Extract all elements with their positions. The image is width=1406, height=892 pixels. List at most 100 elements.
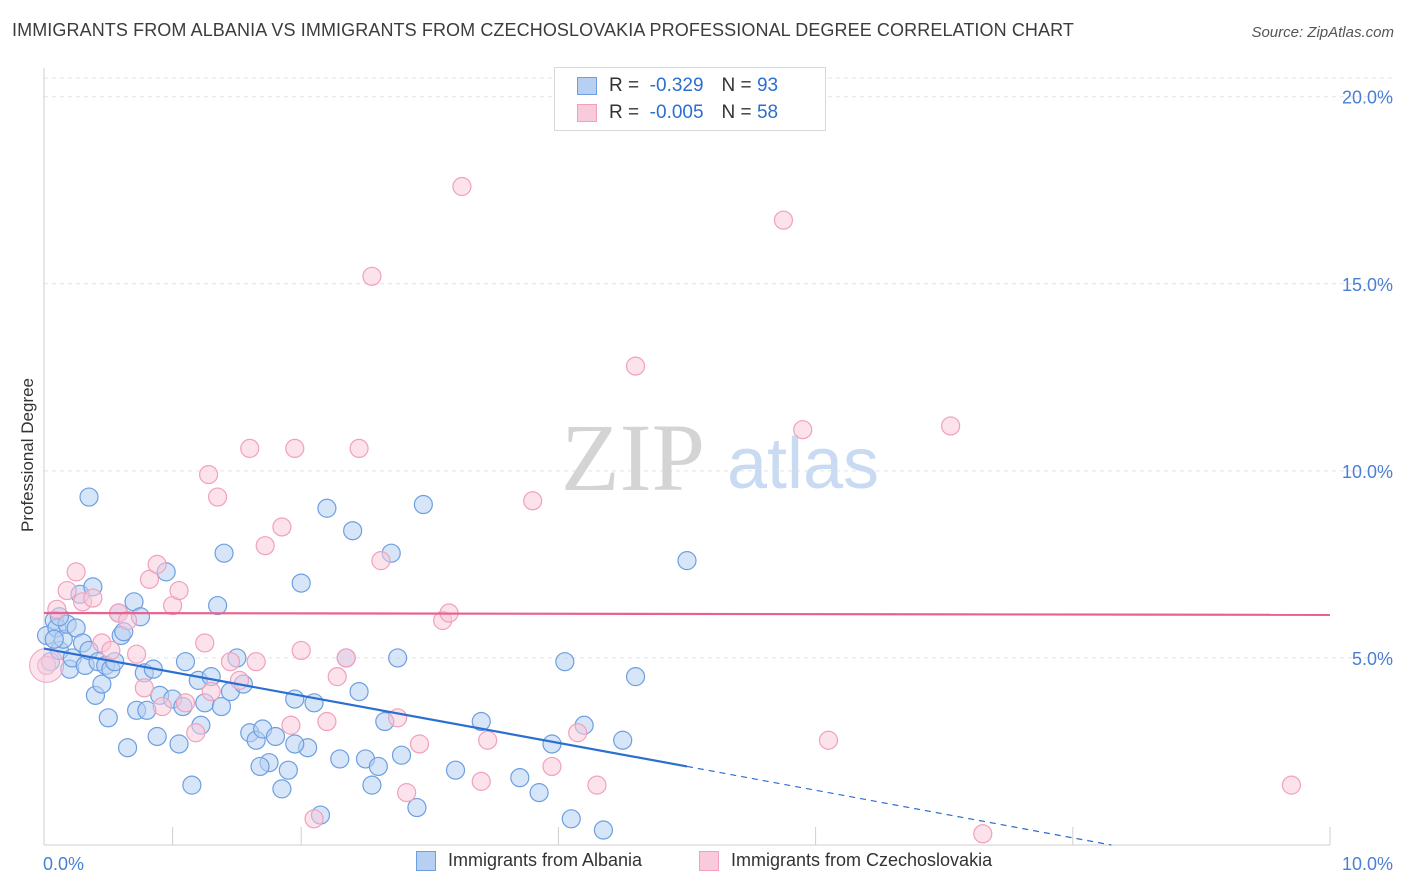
albania-point-37 <box>182 775 202 795</box>
czechoslovakia-point-40 <box>409 734 430 754</box>
albania-point-68 <box>388 648 408 668</box>
czechoslovakia-point-20 <box>201 681 221 702</box>
czechoslovakia-point-12 <box>139 569 160 589</box>
albania-point-43 <box>214 543 234 563</box>
y-tick-label-0: 5.0% <box>1352 649 1393 669</box>
czechoslovakia-point-35 <box>349 438 369 459</box>
czechoslovakia-point-54 <box>941 416 961 436</box>
czechoslovakia-point-48 <box>568 723 588 743</box>
albania-point-91 <box>391 745 412 765</box>
albania-point-69 <box>407 797 427 818</box>
albania-point-74 <box>529 783 549 803</box>
y-tick-label-2: 15.0% <box>1342 275 1393 295</box>
albania-points <box>36 487 697 840</box>
czechoslovakia-trend-line <box>43 611 1331 617</box>
albania-point-84 <box>44 629 64 649</box>
czechoslovakia-point-11 <box>134 678 154 698</box>
czechoslovakia-point-10 <box>126 644 147 664</box>
series-legend-albania: Immigrants from Albania <box>416 850 642 871</box>
czechoslovakia-point-large <box>29 647 65 683</box>
trend-lines <box>43 611 1331 846</box>
legend-swatch-albania <box>577 77 597 95</box>
czechoslovakia-point-53 <box>818 730 839 750</box>
czechoslovakia-point-9 <box>117 610 138 631</box>
albania-point-70 <box>413 494 433 515</box>
source-credit: Source: ZipAtlas.com <box>1251 24 1394 41</box>
series-name-czechoslovakia: Immigrants from Czechoslovakia <box>731 850 993 870</box>
albania-point-72 <box>471 711 491 732</box>
czechoslovakia-point-28 <box>281 715 301 735</box>
czechoslovakia-point-18 <box>186 723 206 743</box>
series-legend: Immigrants from Albania Immigrants from … <box>0 850 1406 878</box>
albania-point-19 <box>98 708 118 728</box>
czechoslovakia-point-21 <box>208 487 228 507</box>
albania-point-65 <box>368 756 388 777</box>
czechoslovakia-point-57 <box>199 464 219 485</box>
gridlines <box>44 77 1392 659</box>
czechoslovakia-point-46 <box>523 491 543 511</box>
albania-point-64 <box>362 775 382 795</box>
albania-point-51 <box>265 726 286 747</box>
czechoslovakia-point-44 <box>471 771 491 791</box>
czechoslovakia-point-26 <box>255 536 275 556</box>
y-tick-label-1: 10.0% <box>1342 462 1393 482</box>
albania-point-34 <box>169 734 189 754</box>
albania-point-62 <box>349 681 369 702</box>
legend-n-value-albania: 93 <box>756 75 779 96</box>
albania-point-58 <box>317 498 337 518</box>
chart-title: IMMIGRANTS FROM ALBANIA VS IMMIGRANTS FR… <box>12 20 1074 40</box>
albania-point-82 <box>593 820 614 840</box>
czechoslovakia-point-5 <box>83 588 103 608</box>
czechoslovakia-point-56 <box>1281 775 1302 795</box>
legend-swatch-czechoslovakia <box>577 104 597 122</box>
stats-legend: R = -0.329 N = 93 R = -0.005 N = 58 <box>554 67 826 131</box>
y-tick-label-3: 20.0% <box>1342 88 1393 108</box>
czechoslovakia-point-51 <box>773 210 794 230</box>
czechoslovakia-point-1 <box>47 599 67 619</box>
czechoslovakia-point-33 <box>327 667 347 687</box>
legend-r-label: R = <box>609 102 640 123</box>
legend-r-value-albania: -0.329 <box>649 75 704 96</box>
albania-point-24 <box>117 738 138 758</box>
czechoslovakia-point-34 <box>336 648 356 668</box>
x-tick-label-0: 0.0% <box>43 854 84 874</box>
czechoslovakia-point-36 <box>362 266 382 286</box>
axes <box>43 68 1331 846</box>
czechoslovakia-point-39 <box>397 783 417 803</box>
albania-point-17 <box>92 674 112 694</box>
czechoslovakia-point-23 <box>229 670 250 690</box>
czechoslovakia-point-24 <box>240 438 260 459</box>
czechoslovakia-point-19 <box>195 633 215 653</box>
albania-point-42 <box>211 696 232 717</box>
czechoslovakia-point-14 <box>152 696 172 717</box>
albania-trend-line <box>43 647 688 768</box>
czechoslovakia-point-49 <box>587 775 607 795</box>
albania-point-80 <box>625 667 646 687</box>
albania-point-77 <box>561 809 581 829</box>
y-axis-title: Professional Degree <box>18 378 37 532</box>
czechoslovakia-point-52 <box>793 420 813 440</box>
albania-point-81 <box>677 551 697 571</box>
albania-point-75 <box>542 734 562 754</box>
czechoslovakia-point-43 <box>452 176 472 197</box>
albania-point-41 <box>208 595 228 616</box>
czechoslovakia-point-45 <box>478 730 498 750</box>
albania-point-61 <box>343 521 363 541</box>
albania-point-85 <box>285 734 305 754</box>
albania-point-88 <box>147 726 167 747</box>
albania-point-52 <box>272 779 292 799</box>
watermark: ZIP atlas <box>561 404 879 511</box>
czechoslovakia-point-17 <box>175 693 196 713</box>
y-tick-labels: 5.0% 10.0% 15.0% 20.0% <box>1342 88 1393 669</box>
legend-row-czechoslovakia: R = -0.005 N = 58 <box>577 100 778 126</box>
czechoslovakia-point-50 <box>625 356 646 376</box>
series-name-albania: Immigrants from Albania <box>448 850 643 870</box>
albania-trend-extension <box>686 765 1112 846</box>
legend-n-label: N = <box>721 102 752 123</box>
czechoslovakia-point-29 <box>285 438 305 459</box>
albania-point-71 <box>445 760 466 780</box>
albania-point-53 <box>278 760 298 780</box>
watermark-zip: ZIP <box>561 404 705 511</box>
series-legend-czechoslovakia: Immigrants from Czechoslovakia <box>699 850 992 871</box>
legend-n-label: N = <box>721 75 752 96</box>
